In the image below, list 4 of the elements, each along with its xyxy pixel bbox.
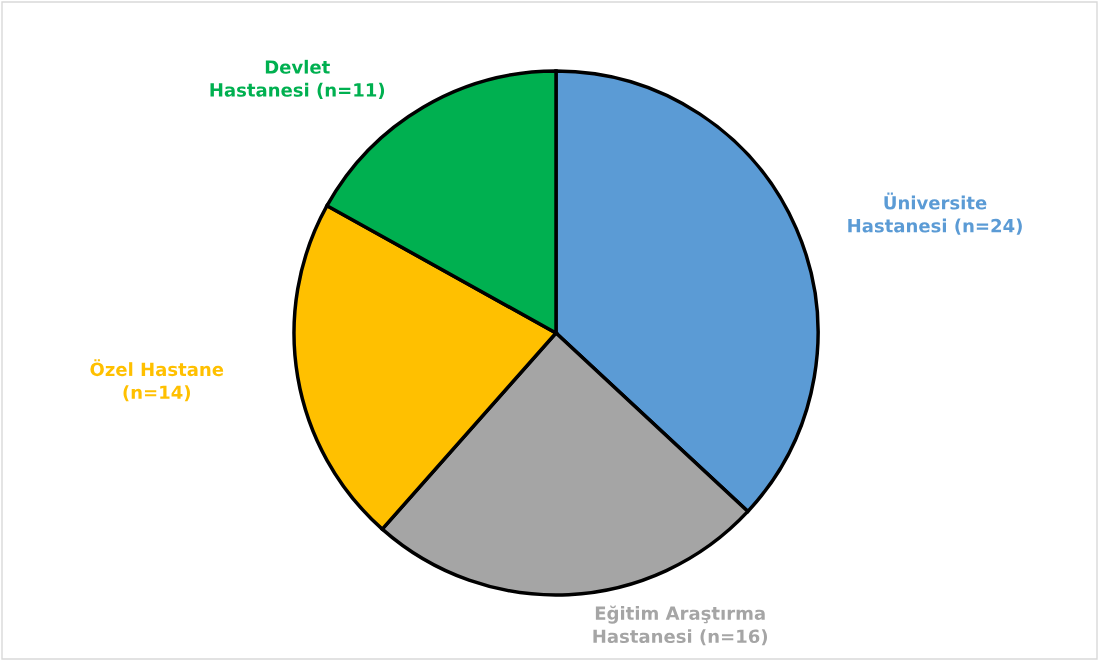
slice-label: Eğitim Araştırma Hastanesi (n=16) [593,605,768,646]
slice-label: Üniversite Hastanesi (n=24) [848,192,1022,235]
slice-label: Özel Hastane (n=14) [90,359,224,402]
slice-label: Devlet Hastanesi (n=11) [210,59,385,99]
